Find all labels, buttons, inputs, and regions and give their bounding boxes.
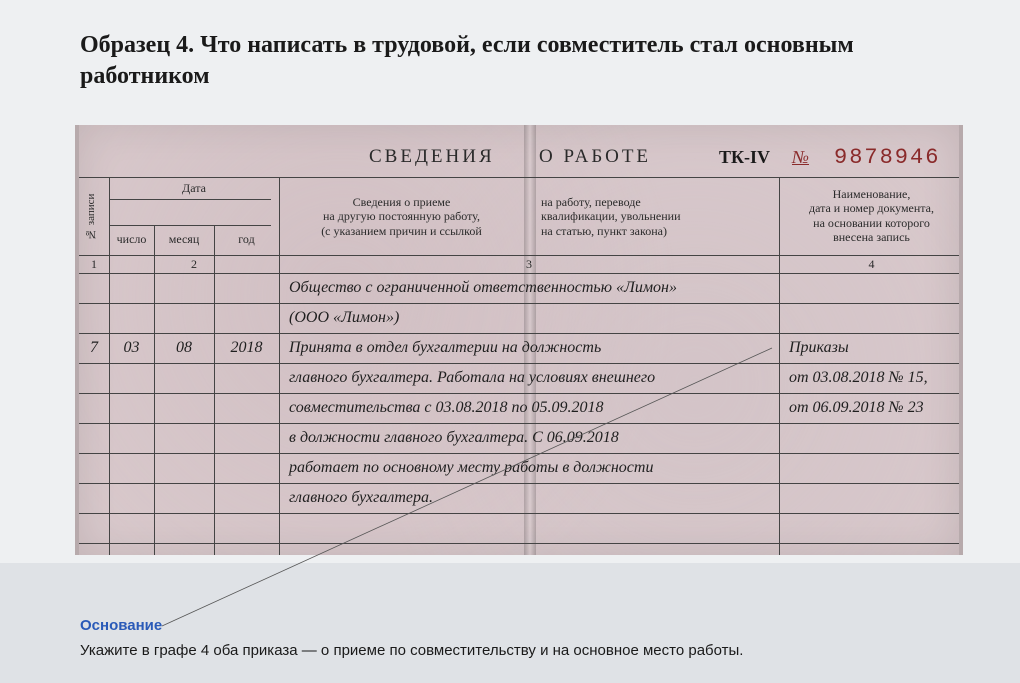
note-label: Основание	[80, 617, 162, 634]
entry-line-5: главного бухгалтера.	[289, 489, 433, 507]
entry-month: 08	[154, 339, 214, 357]
col-num-1: 1	[79, 257, 109, 272]
col-head-record-no: № записи	[85, 187, 98, 247]
col-head-3-left: Сведения о приеме на другую постоянную р…	[284, 195, 519, 238]
entry-basis-1: от 03.08.2018 № 15,	[789, 369, 928, 387]
entry-line-3: в должности главного бухгалтера. С 06.09…	[289, 429, 619, 447]
entry-day: 03	[109, 339, 154, 357]
entry-basis-title: Приказы	[789, 339, 849, 357]
col-head-day: число	[109, 232, 154, 246]
col-num-3: 3	[279, 257, 779, 272]
entry-line-1: главного бухгалтера. Работала на условия…	[289, 369, 655, 387]
entry-line-0: Принята в отдел бухгалтерии на должность	[289, 339, 601, 357]
header-word-2: О РАБОТЕ	[539, 146, 651, 168]
entry-company-2: (ООО «Лимон»)	[289, 309, 399, 327]
entry-line-2: совместительства с 03.08.2018 по 05.09.2…	[289, 399, 604, 417]
workbook-scan: СВЕДЕНИЯ О РАБОТЕ ТК-IV № 9878946 № запи…	[75, 125, 963, 555]
col-head-4: Наименование, дата и номер документа, на…	[779, 187, 964, 245]
col-head-date: Дата	[109, 181, 279, 195]
col-head-3-right: на работу, переводе квалификации, увольн…	[541, 195, 771, 238]
serial-number: 9878946	[834, 145, 940, 170]
entry-company-1: Общество с ограниченной ответственностью…	[289, 279, 677, 297]
col-head-month: месяц	[154, 232, 214, 246]
col-num-2: 2	[109, 257, 279, 272]
numero-sign: №	[792, 147, 809, 168]
entry-year: 2018	[214, 339, 279, 357]
series-code: ТК-IV	[719, 147, 770, 168]
col-num-4: 4	[779, 257, 964, 272]
entry-rec-no: 7	[79, 339, 109, 357]
page-title: Образец 4. Что написать в трудовой, если…	[80, 30, 960, 92]
table-grid: № записи Дата число месяц год Сведения о…	[79, 177, 959, 555]
col-head-year: год	[214, 232, 279, 246]
header-word-1: СВЕДЕНИЯ	[369, 146, 495, 168]
note-text: Укажите в графе 4 оба приказа — о приеме…	[80, 642, 743, 659]
entry-basis-2: от 06.09.2018 № 23	[789, 399, 924, 417]
entry-line-4: работает по основному месту работы в дол…	[289, 459, 653, 477]
doc-top-header: СВЕДЕНИЯ О РАБОТЕ ТК-IV № 9878946	[79, 143, 959, 171]
